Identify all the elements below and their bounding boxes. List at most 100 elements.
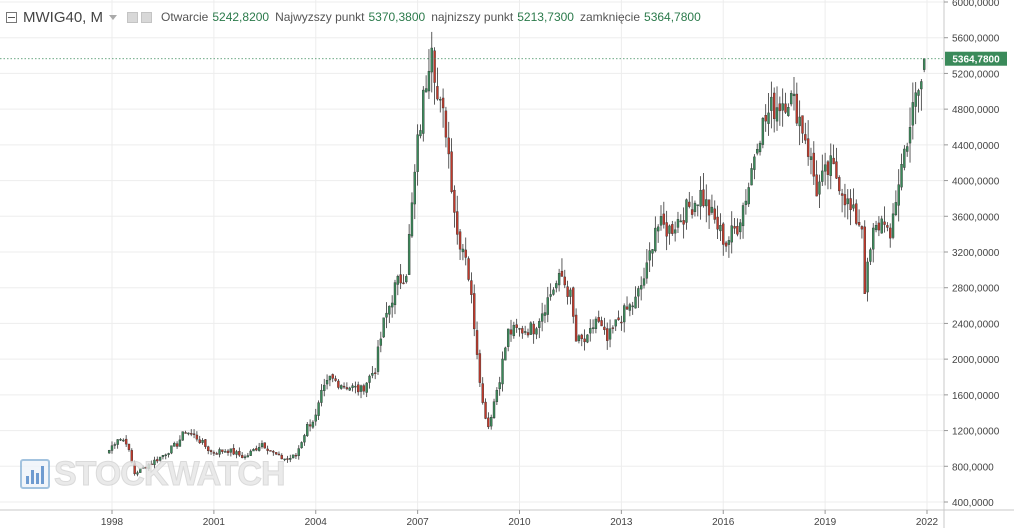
candle (673, 221, 677, 242)
candle-body (617, 317, 620, 321)
candle-body (659, 216, 663, 226)
candle-body (651, 249, 654, 254)
candle-body (402, 282, 405, 285)
y-tick-label: 5600,0000 (952, 34, 1000, 45)
candle-body (894, 202, 898, 216)
candle-body (688, 201, 691, 207)
candle (419, 124, 422, 139)
candle-body (226, 450, 230, 453)
candle (625, 296, 629, 310)
candle (300, 441, 303, 449)
candle (283, 458, 286, 462)
candle-body (883, 221, 886, 225)
candle-body (642, 278, 646, 286)
y-tick-label: 4400,0000 (952, 141, 1000, 152)
candle (908, 107, 912, 163)
candle (665, 210, 668, 251)
candle-body (529, 322, 533, 335)
candle-body (260, 443, 264, 448)
candle-body (175, 443, 179, 447)
candle-body (456, 211, 459, 235)
candle-body (328, 375, 332, 381)
candle-body (914, 92, 917, 107)
candle (365, 382, 368, 398)
candle-body (413, 171, 416, 205)
candle (631, 301, 634, 315)
candle (730, 211, 733, 254)
close-value: 5364,7800 (644, 10, 701, 24)
chevron-down-icon[interactable] (109, 14, 118, 20)
candle (487, 412, 490, 430)
candle-body (122, 439, 125, 442)
candle (464, 237, 467, 266)
candle (447, 121, 450, 169)
candle-body (399, 274, 402, 284)
candle-body (229, 448, 233, 453)
low-value: 5213,7300 (517, 10, 574, 24)
candle (198, 435, 201, 445)
close-label: zamknięcie (579, 10, 641, 24)
candle-body (379, 338, 383, 346)
candle-body (778, 103, 782, 112)
candle (883, 206, 886, 233)
candle-body (580, 334, 583, 340)
candle-body (325, 380, 329, 385)
candle-body (614, 319, 617, 327)
candle-body (535, 328, 538, 335)
candle (574, 308, 578, 342)
candle-body (753, 156, 756, 170)
candle (710, 194, 714, 215)
candle-body (846, 198, 849, 205)
y-tick-label: 4800,0000 (952, 105, 1000, 116)
candle (158, 456, 162, 462)
candle-body (631, 305, 634, 308)
candle (526, 328, 530, 338)
symbol-title[interactable]: MWIG40, M (23, 8, 104, 26)
candle-body (410, 202, 414, 237)
candle (396, 274, 400, 296)
collapse-icon[interactable] (6, 11, 17, 23)
candle-body (838, 177, 841, 192)
candle (405, 274, 408, 284)
candle-body (416, 134, 419, 172)
candle (866, 257, 869, 302)
candle (838, 175, 841, 195)
candle (656, 224, 660, 243)
candle (407, 224, 411, 275)
candle-body (501, 358, 504, 385)
candle (130, 448, 133, 464)
y-tick-label: 2400,0000 (952, 319, 1000, 330)
candle (124, 435, 128, 448)
candle (351, 383, 354, 392)
candle-body (436, 86, 439, 100)
candle (648, 242, 651, 272)
candle (393, 279, 397, 315)
last-price-badge (945, 51, 1007, 66)
candle-body (218, 449, 221, 455)
candle (376, 339, 380, 375)
candle (215, 451, 218, 455)
candle-body (161, 454, 165, 458)
candle (269, 450, 272, 452)
candle-body (518, 328, 521, 330)
y-tick-label: 400,0000 (952, 498, 994, 509)
candle-body (761, 118, 765, 145)
candle (724, 240, 728, 252)
candle-body (209, 450, 213, 452)
candle-body (224, 451, 227, 453)
candle (891, 203, 895, 240)
candle-body (269, 450, 272, 452)
candle-body (153, 459, 156, 466)
candle-body (198, 439, 201, 444)
settings-icon[interactable] (127, 11, 139, 23)
gear-icon[interactable] (141, 11, 153, 23)
candle-body (801, 115, 804, 134)
candle-body (331, 374, 334, 379)
candle-body (119, 439, 122, 441)
candle (473, 284, 476, 337)
candle (577, 334, 581, 344)
candle (671, 220, 674, 236)
candle-body (240, 455, 244, 458)
candles (107, 31, 926, 477)
candle (569, 287, 572, 305)
